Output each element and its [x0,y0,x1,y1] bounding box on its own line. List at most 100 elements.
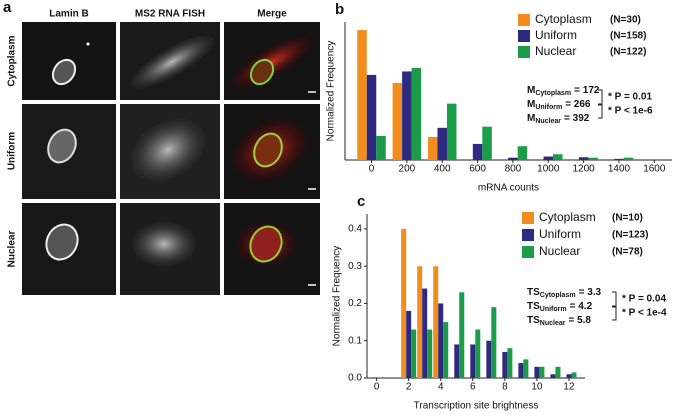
legend-swatch [518,46,530,58]
y-tick-label: 0.1 [348,335,362,346]
row-header: Uniform [7,132,18,170]
bracket [612,291,617,307]
column-header: MS2 RNA FISH [135,9,205,20]
row-header: Nuclear [7,231,18,268]
bar [427,137,438,160]
row-header: Cytoplasm [7,35,18,86]
bar [438,303,444,378]
legend-label: Cytoplasm [535,12,592,26]
legend-count: (N=123) [612,230,648,241]
stat-value: = 5.8 [568,315,591,326]
x-tick-label: 200 [399,164,416,175]
bar [534,366,540,378]
legend-label: Cytoplasm [539,210,596,224]
bar [508,157,518,160]
x-axis-label: mRNA counts [478,183,539,194]
bracket [598,89,603,105]
legend-count: (N=30) [610,15,641,26]
x-tick-label: 0 [369,164,375,175]
bar [553,154,563,160]
stat: TSNuclear = 5.8 [527,315,591,327]
stat-symbol: M [527,85,535,96]
bar [550,374,556,378]
bar [475,329,481,378]
bar [571,372,577,378]
stat-sub: Cytoplasm [535,90,571,97]
bar [454,344,460,378]
column-header: Lamin B [49,9,88,20]
bar [491,307,497,378]
bar [433,266,439,378]
significance: * P < 1e-6 [608,106,653,117]
stat-sub: Nuclear [535,118,561,125]
bar [366,74,377,160]
stat: MCytoplasm = 172 [527,85,600,97]
bar [427,329,433,378]
significance: * P = 0.01 [608,92,652,103]
x-tick-label: 1200 [572,164,595,175]
stat-sub: Uniform [535,104,562,111]
stat-value: = 266 [565,99,591,110]
x-tick-label: 6 [470,382,476,393]
legend-count: (N=10) [612,213,643,224]
bar [459,292,465,378]
bar [614,158,624,160]
bar [555,366,561,378]
x-tick-label: 600 [469,164,486,175]
x-tick-label: 400 [434,164,451,175]
legend-swatch [522,229,534,241]
legend-swatch [522,246,534,258]
legend-label: Uniform [539,227,581,241]
stat-symbol: TS [527,301,540,312]
bar [623,157,634,160]
y-tick-label: 0.3 [348,261,362,272]
legend-count: (N=122) [610,47,646,58]
stat: MNuclear = 392 [527,113,590,125]
stat: MUniform = 266 [527,99,591,111]
micrographs [22,22,320,295]
bar [470,344,476,378]
x-tick-label: 4 [438,382,444,393]
x-tick-label: 0 [374,382,380,393]
bar [507,348,513,378]
stat-symbol: M [527,113,535,124]
bar [417,266,423,378]
stat-sub: Uniform [540,306,567,313]
x-tick-label: 1400 [608,164,631,175]
bar [411,68,422,160]
stat-value: = 3.3 [579,287,602,298]
bar [406,310,412,378]
x-tick-label: 1000 [537,164,560,175]
bar [517,146,528,160]
x-tick-label: 12 [563,382,575,393]
y-tick-label: 0.2 [348,298,362,309]
y-axis-label: Normalized Frequency [326,41,337,142]
bar [578,157,589,160]
bar [402,71,412,160]
bar [588,157,598,160]
x-tick-label: 800 [505,164,522,175]
bracket [598,104,603,119]
bar [523,359,529,378]
bar [443,322,449,378]
panel-label: b [335,1,344,18]
stat: TSUniform = 4.2 [527,301,593,313]
bar [566,374,572,378]
stat-sub: Nuclear [540,320,566,327]
panel-label: c [357,193,365,210]
bar [486,340,492,378]
bar [482,126,492,160]
bar [446,103,457,160]
column-header: Merge [257,9,287,20]
bar [437,127,447,160]
legend-label: Uniform [535,28,577,42]
stat-value: = 392 [564,113,590,124]
bar [357,30,367,160]
bracket [612,306,617,321]
x-axis-label: Transcription site brightness [414,401,539,412]
stat-value: = 172 [574,85,600,96]
bar [543,156,554,160]
bar [539,366,545,378]
legend-label: Nuclear [539,244,580,258]
